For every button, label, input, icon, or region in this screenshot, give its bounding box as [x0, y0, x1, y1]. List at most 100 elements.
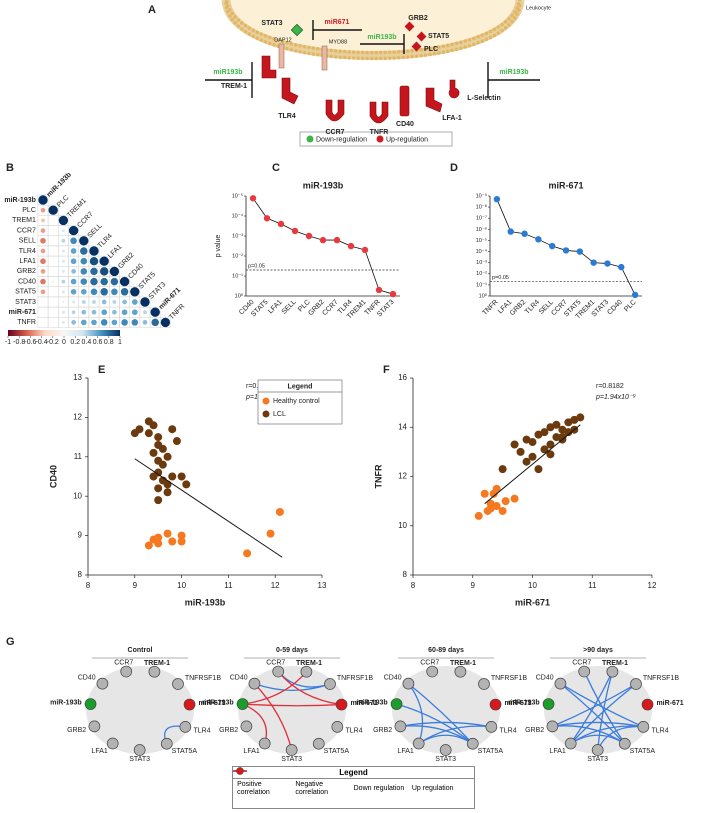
node-label: GRB2: [67, 727, 86, 734]
network-node: [637, 720, 650, 733]
heatmap-dot: [131, 309, 138, 316]
row-label: miR-671: [9, 309, 36, 316]
heatmap-dot: [61, 259, 65, 263]
data-point: [521, 230, 528, 237]
row-label: GRB2: [17, 268, 36, 275]
heatmap-dot: [40, 237, 46, 244]
positive-edge: [583, 671, 626, 745]
network-background: [392, 666, 500, 754]
heatmap-dot: [62, 301, 65, 303]
heatmap-cell: [47, 215, 59, 226]
heatmap-dot: [70, 278, 77, 285]
node-label: TLR4: [652, 727, 669, 734]
node-label: TNFRSF1B: [337, 675, 374, 682]
legend-label: Healthy control: [273, 398, 320, 405]
fit-line: [134, 458, 283, 558]
data-point: [277, 220, 285, 228]
heatmap-cell: [47, 296, 59, 308]
membrane-heads: [224, 0, 522, 55]
positive-edge: [560, 683, 644, 728]
mirna-label: miR193b: [499, 69, 528, 76]
column-label: SELL: [87, 222, 104, 239]
data-point: [546, 440, 555, 449]
data-point: [564, 428, 573, 437]
x-tick-label: 9: [133, 581, 138, 590]
data-point: [486, 504, 495, 513]
heatmap-dot: [160, 317, 171, 328]
colorbar-tick-label: 0: [62, 339, 66, 346]
x-tick-label: 8: [86, 581, 91, 590]
node-label: miR-671: [198, 700, 225, 707]
data-point: [275, 507, 284, 516]
data-point: [361, 246, 369, 254]
legend-box: [299, 131, 453, 147]
node-label: STAT5A: [630, 748, 656, 755]
legend-swatch: [262, 410, 270, 418]
heatmap-dot: [89, 256, 99, 266]
myd88-shape: [321, 45, 328, 71]
y-tick-label: 10⁻¹: [232, 273, 243, 279]
heatmap-dot: [70, 288, 77, 295]
data-point: [177, 472, 186, 481]
heatmap-dot: [101, 309, 108, 316]
heatmap-dot: [100, 277, 108, 286]
legend-label: Down-regulation: [316, 136, 367, 143]
x-tick-label: CD40: [606, 299, 624, 317]
data-point: [168, 472, 177, 481]
data-point: [576, 248, 584, 255]
data-point: [558, 433, 567, 442]
node-label: TREM-1: [296, 660, 322, 667]
row-label: CCR7: [17, 227, 36, 234]
heatmap-dot: [111, 319, 118, 326]
cell-body: [228, 0, 518, 53]
colorbar-tick-label: 0.8: [104, 339, 114, 346]
heatmap-cell: [47, 245, 59, 257]
x-tick-label: PLC: [623, 299, 638, 314]
column-label: PLC: [56, 194, 71, 209]
adaptor-label: MYD88: [329, 39, 347, 45]
y-tick-label: 8: [403, 570, 408, 579]
legend-label: Up-regulation: [386, 136, 428, 143]
data-point: [516, 447, 525, 456]
heatmap-cell: [47, 286, 59, 298]
lfa1-receptor: [425, 87, 443, 113]
data-point: [522, 435, 531, 444]
heatmap-dot: [90, 267, 98, 276]
heatmap-dot: [40, 278, 46, 285]
legend-item: Up regulation: [236, 767, 470, 793]
row-label: TREM1: [12, 217, 36, 224]
network-node: [402, 677, 415, 690]
colorbar-tick-label: -0.6: [24, 339, 36, 346]
heatmap-dot: [61, 249, 65, 253]
heatmap-dot: [40, 258, 46, 265]
network-legend: Legend Positive correlation Negative corre…: [232, 766, 475, 809]
x-tick-label: 11: [588, 581, 597, 590]
data-point: [528, 452, 537, 461]
data-point: [333, 236, 341, 244]
row-label: PLC: [22, 207, 36, 214]
heatmap-dot: [122, 299, 127, 305]
node-label: CD40: [230, 675, 248, 682]
colorbar: [8, 330, 120, 336]
data-point: [546, 423, 555, 432]
node-label: miR-193b: [202, 700, 234, 707]
positive-edge: [552, 725, 626, 745]
heatmap-dot: [119, 276, 130, 287]
x-tick-label: SELL: [281, 299, 298, 316]
heatmap-cell: [47, 266, 59, 277]
node-label: GRB2: [373, 727, 392, 734]
node-label: TNFRSF1B: [491, 675, 527, 682]
node-label: LFA1: [549, 748, 565, 755]
node-label: TLR4: [194, 727, 211, 734]
data-point: [375, 286, 383, 294]
heatmap-dot: [91, 319, 97, 326]
heatmap-dot: [80, 257, 88, 265]
node-label: TLR4: [346, 727, 363, 734]
node-label: STAT5A: [172, 748, 198, 755]
data-point: [389, 290, 397, 298]
column-label: TLR4: [97, 233, 114, 250]
node-label: LFA1: [243, 748, 259, 755]
positive-edge: [400, 721, 492, 728]
y-tick-label: 10⁻³: [476, 260, 487, 266]
